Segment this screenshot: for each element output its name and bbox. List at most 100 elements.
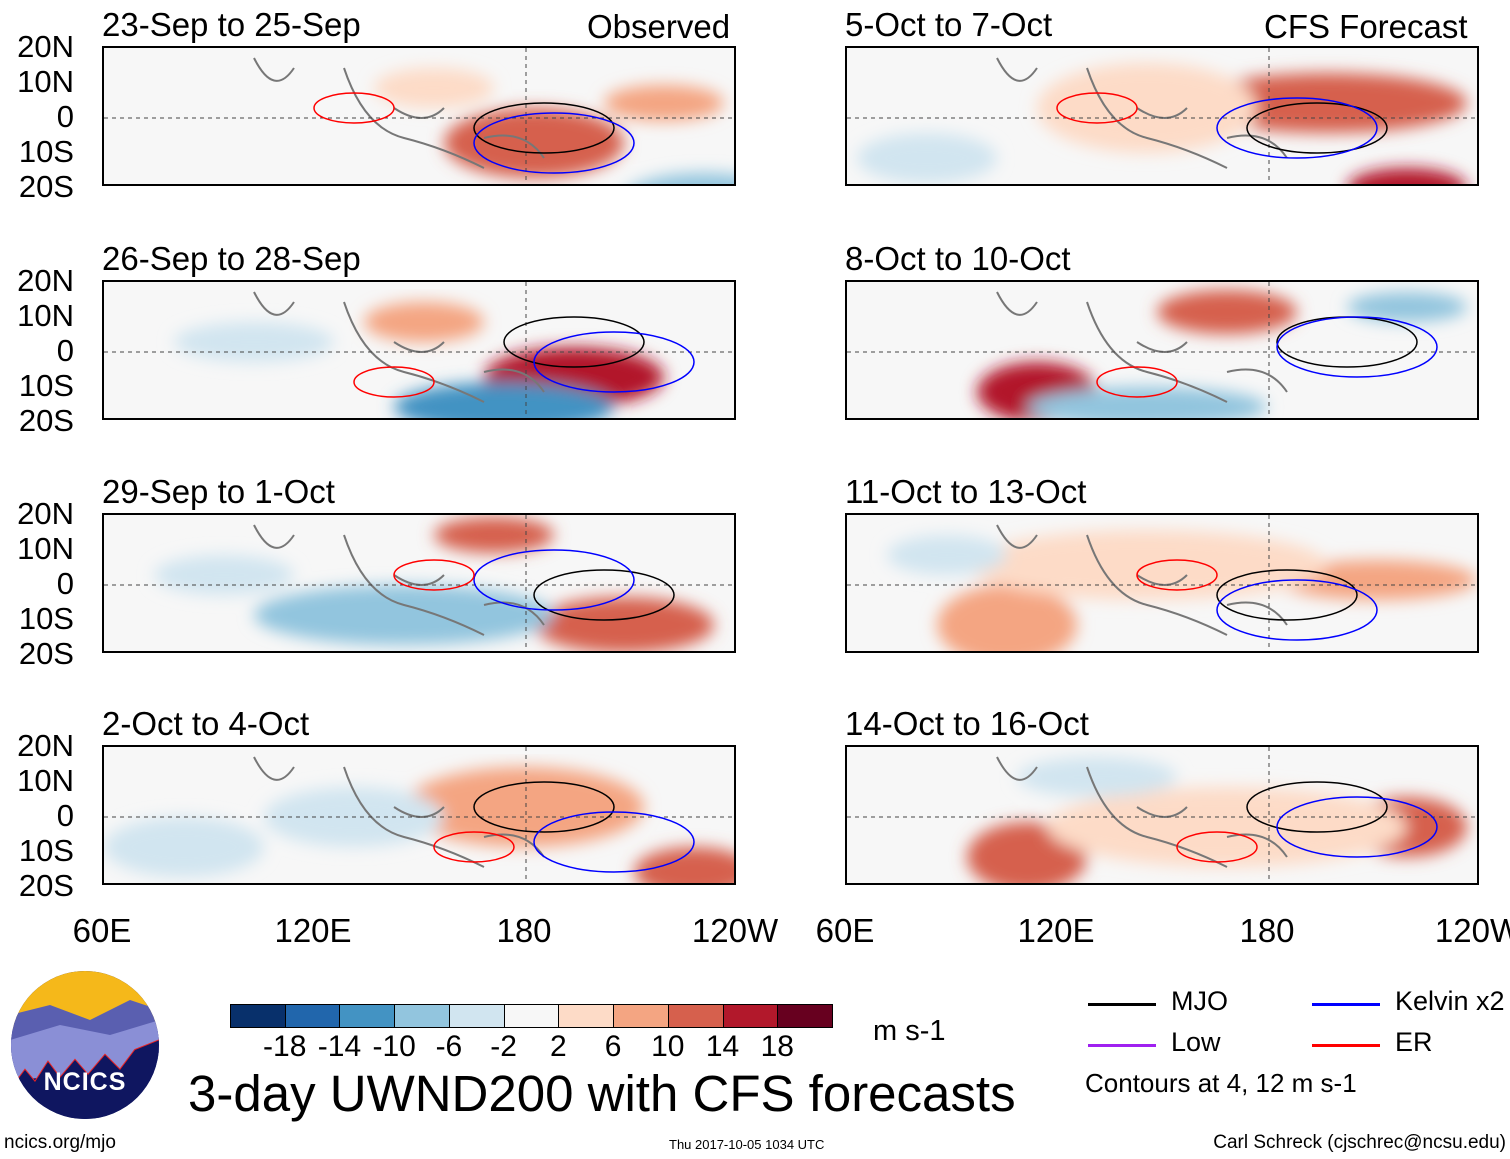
kelvin-contour [473, 549, 635, 611]
y-tick-label: 20N [17, 29, 74, 64]
er-contour [313, 92, 395, 124]
anomaly-region [154, 555, 294, 595]
timestamp: Thu 2017-10-05 1034 UTC [669, 1137, 825, 1152]
anomaly-region [604, 85, 724, 121]
anomaly-region [1348, 168, 1466, 184]
legend-label: MJO [1171, 986, 1228, 1016]
colorbar-label: 14 [705, 1030, 740, 1063]
kelvin-contour [533, 811, 695, 873]
panel-title: 14-Oct to 16-Oct [845, 705, 1089, 742]
coastline [996, 291, 1288, 403]
anomaly-region [634, 847, 734, 883]
y-tick-label: 20S [18, 169, 74, 204]
colorbar-swatch [777, 1004, 833, 1028]
anomaly-region [1277, 560, 1477, 600]
x-tick-label: 180 [1239, 912, 1295, 949]
map-panel [845, 46, 1479, 186]
y-tick-label: 0 [56, 99, 74, 134]
anomaly-region [637, 173, 734, 184]
panel-title: 11-Oct to 13-Oct [845, 473, 1087, 510]
colorbar-label: -2 [490, 1030, 517, 1063]
legend-label: Kelvin x2 [1395, 986, 1505, 1016]
anomaly-region [394, 382, 614, 418]
anomaly-region [937, 585, 1077, 651]
legend-line [1088, 1044, 1156, 1047]
x-tick-label: 120W [1434, 912, 1510, 949]
kelvin-contour [533, 331, 695, 393]
colorbar-label: 6 [604, 1030, 622, 1063]
colorbar-swatch [667, 1004, 724, 1028]
y-tick-label: 20S [18, 636, 74, 671]
y-tick-label: 20S [18, 868, 74, 903]
er-contour [1176, 831, 1258, 863]
y-tick-label: 20N [17, 728, 74, 763]
units-label: m s-1 [873, 1015, 946, 1047]
figure-title: 3-day UWND200 with CFS forecasts [188, 1065, 1016, 1122]
anomaly-region [254, 585, 554, 645]
y-tick-label: 0 [56, 566, 74, 601]
kelvin-contour [1216, 579, 1378, 641]
coastline [996, 524, 1288, 636]
mjo-contour [1246, 102, 1388, 154]
er-contour [353, 366, 435, 398]
anomaly-region [434, 517, 554, 553]
anomaly-region [1027, 387, 1267, 418]
colorbar-swatch [503, 1004, 560, 1028]
y-tick-label: 10N [17, 298, 74, 333]
coastline [996, 57, 1288, 169]
anomaly-region [534, 597, 714, 651]
colorbar-swatch [722, 1004, 779, 1028]
y-tick-label: 10N [17, 64, 74, 99]
map-panel [102, 46, 736, 186]
colorbar-label: 2 [550, 1030, 567, 1063]
colorbar-label: -10 [372, 1030, 416, 1063]
map-panel [845, 513, 1479, 653]
y-tick-label: 20N [17, 496, 74, 531]
coastline [253, 756, 545, 868]
legend-line [1088, 1003, 1156, 1006]
mjo-contour [473, 781, 615, 833]
colorbar-label: -14 [317, 1030, 362, 1063]
panel-title: 29-Sep to 1-Oct [102, 473, 335, 510]
anomaly-region [374, 68, 494, 108]
anomaly-region [104, 817, 264, 877]
legend-line [1312, 1044, 1380, 1047]
legend-label: ER [1395, 1027, 1433, 1057]
map-panel [845, 745, 1479, 885]
coastline [253, 291, 545, 403]
coastline [996, 756, 1288, 868]
colorbar-swatch [230, 1004, 286, 1028]
y-tick-label: 0 [56, 333, 74, 368]
x-tick-label: 120E [1017, 912, 1095, 949]
map-panel [102, 513, 736, 653]
anomaly-region [404, 767, 644, 847]
panel-title: 23-Sep to 25-Sep [102, 6, 361, 43]
map-panel [845, 280, 1479, 420]
x-tick-label: 60E [815, 912, 875, 949]
colorbar-swatch [448, 1004, 505, 1028]
colorbar-label: 18 [760, 1030, 794, 1063]
anomaly-region [1347, 292, 1467, 322]
logo-text: NCICS [43, 1068, 127, 1096]
kelvin-contour [1276, 316, 1438, 378]
anomaly-region [887, 535, 1007, 575]
mjo-contour [1246, 781, 1388, 833]
y-tick-label: 20N [17, 263, 74, 298]
x-tick-label: 120W [691, 912, 779, 949]
panel-title: 5-Oct to 7-Oct [845, 6, 1053, 43]
map-panel [102, 280, 736, 420]
x-tick-label: 120E [274, 912, 352, 949]
panel-title: 8-Oct to 10-Oct [845, 240, 1071, 277]
anomaly-region [1017, 757, 1177, 797]
map-panel [102, 745, 736, 885]
ncics-link[interactable]: ncics.org/mjo [4, 1132, 116, 1153]
mjo-contour [533, 569, 675, 621]
legend-label: Low [1171, 1027, 1221, 1057]
y-tick-label: 0 [56, 798, 74, 833]
y-tick-label: 10S [18, 368, 74, 403]
er-contour [1056, 92, 1138, 124]
coastline [253, 524, 545, 636]
panel-title: 26-Sep to 28-Sep [102, 240, 361, 277]
colorbar-swatch [339, 1004, 396, 1028]
kelvin-contour [1276, 796, 1438, 858]
